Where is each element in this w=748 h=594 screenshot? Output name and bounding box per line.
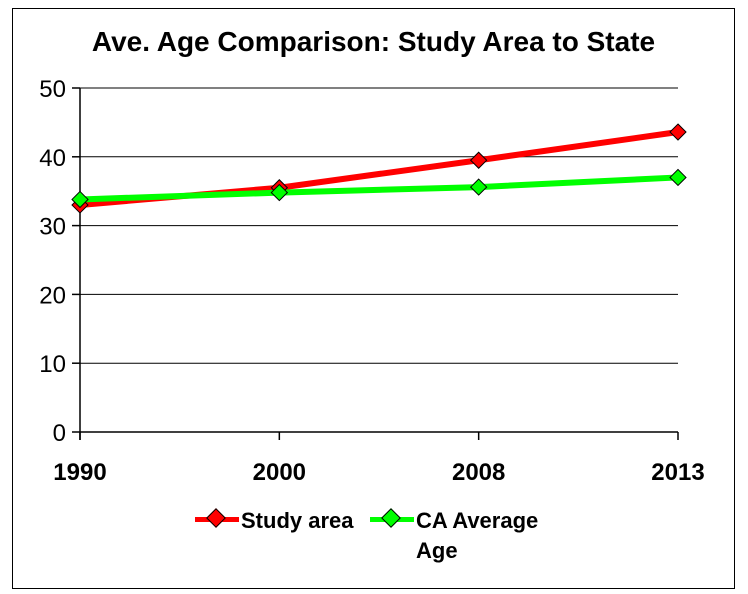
data-point-ca-average-age-2000 [270,183,289,202]
y-tick-label-50: 50 [39,76,66,103]
y-tick-label-30: 30 [39,214,66,241]
y-tick-label-40: 40 [39,145,66,172]
x-tick-labels: 1990 2000 2008 2013 [53,459,704,486]
x-tick-label-2000: 2000 [253,459,306,486]
series-line-ca-average-age [79,174,679,203]
x-tick-label-2008: 2008 [452,459,505,486]
legend-swatch-ca-average-age [370,506,414,532]
axes [72,87,679,440]
legend-label-study-area: Study area [241,508,354,533]
chart-title: Ave. Age Comparison: Study Area to State [91,26,656,57]
x-tick-label-2013: 2013 [651,459,704,486]
data-point-ca-average-age-1990 [71,190,89,209]
data-point-study-area-2008 [469,151,488,169]
y-tick-label-0: 0 [53,420,66,447]
data-point-ca-average-age-2008 [469,178,488,196]
legend-item-ca-average-age: CA Average Age [370,506,566,566]
gridlines [80,87,678,364]
x-tick-label-1990: 1990 [53,459,106,486]
legend-label-ca-average-age: CA Average Age [416,508,539,563]
series-lines [71,123,687,214]
legend: Study area CA Average Age [195,506,575,586]
data-point-study-area-2013 [669,123,687,141]
y-tick-label-10: 10 [39,351,66,378]
y-tick-label-20: 20 [39,282,66,309]
y-tick-labels: 0 10 20 30 40 50 [39,76,66,447]
legend-item-study-area: Study area [195,506,391,536]
legend-swatch-study-area [195,506,239,532]
data-point-ca-average-age-2013 [669,168,687,187]
chart-frame [12,8,735,589]
